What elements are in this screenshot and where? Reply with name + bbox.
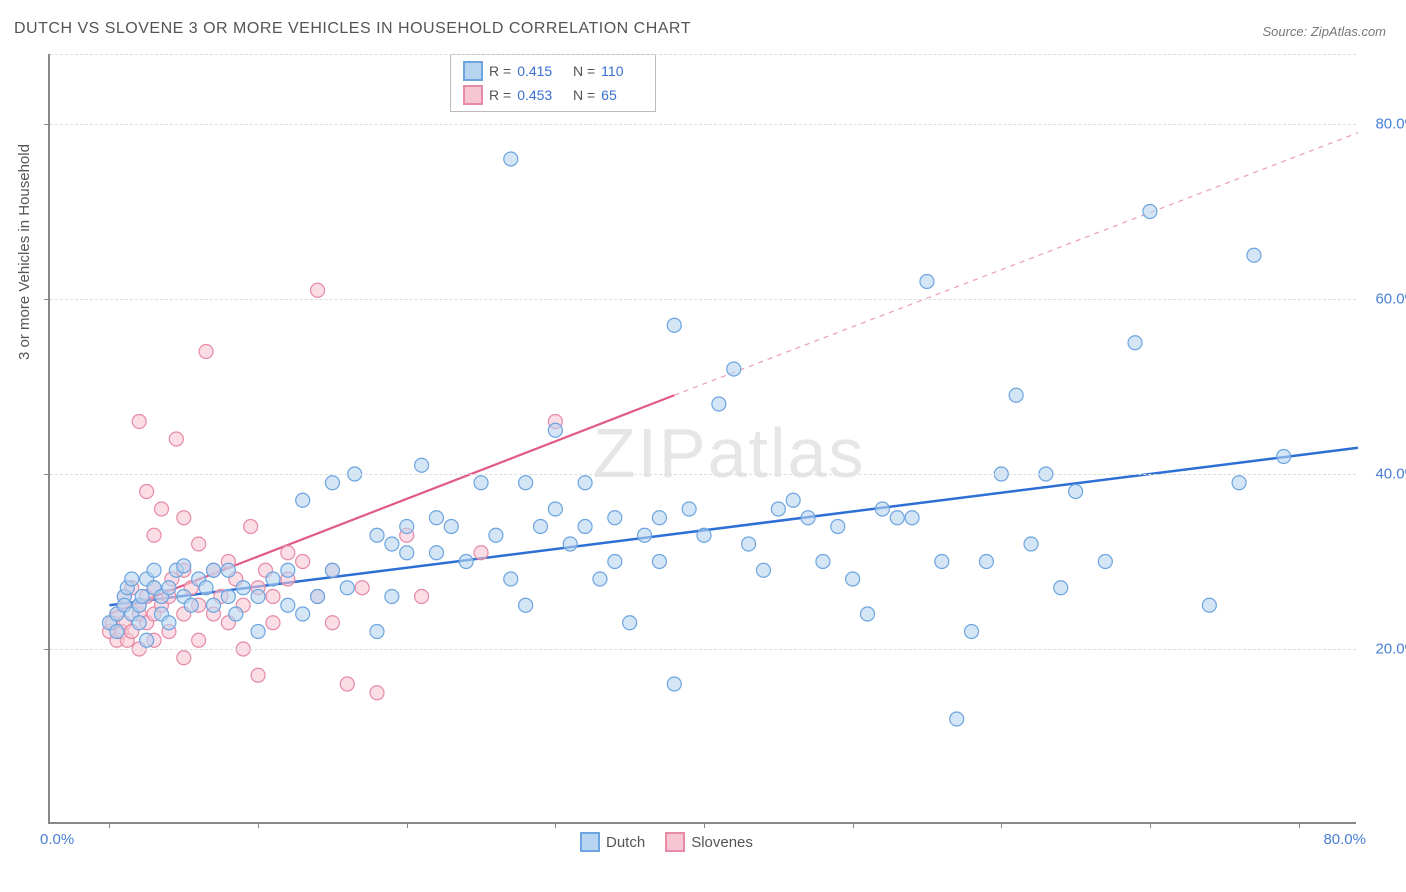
x-axis-max-label: 80.0% [1323,831,1366,848]
x-tick [704,822,705,828]
x-tick [407,822,408,828]
n-value-dutch: 110 [601,63,643,79]
source-attribution: Source: ZipAtlas.com [1262,24,1386,39]
correlation-legend: R = 0.415 N = 110 R = 0.453 N = 65 [450,54,656,112]
chart-title: DUTCH VS SLOVENE 3 OR MORE VEHICLES IN H… [14,20,691,38]
legend-label: Dutch [606,834,645,851]
y-tick-label: 40.0% [1375,466,1406,483]
x-tick [555,822,556,828]
gridline [50,299,1356,300]
legend-label: Slovenes [691,834,753,851]
swatch-pink-icon [463,85,483,105]
chart-plot-area: ZIPatlas R = 0.415 N = 110 R = 0.453 N =… [48,54,1356,824]
scatter-svg [50,54,1356,822]
y-tick-label: 60.0% [1375,291,1406,308]
y-tick [44,649,50,650]
swatch-blue-icon [580,832,600,852]
legend-row-dutch: R = 0.415 N = 110 [463,59,643,83]
x-tick [258,822,259,828]
legend-item-dutch: Dutch [580,832,645,852]
x-tick [1001,822,1002,828]
r-value-dutch: 0.415 [517,63,559,79]
n-label: N = [565,87,595,103]
y-tick [44,124,50,125]
swatch-blue-icon [463,61,483,81]
r-value-slovenes: 0.453 [517,87,559,103]
gridline [50,124,1356,125]
y-tick-label: 20.0% [1375,641,1406,658]
r-label: R = [489,87,511,103]
n-value-slovenes: 65 [601,87,643,103]
legend-row-slovenes: R = 0.453 N = 65 [463,83,643,107]
x-tick [1150,822,1151,828]
y-axis-title: 3 or more Vehicles in Household [16,144,33,360]
r-label: R = [489,63,511,79]
swatch-pink-icon [665,832,685,852]
x-tick [109,822,110,828]
series-legend: Dutch Slovenes [580,832,753,852]
y-tick [44,299,50,300]
x-axis-min-label: 0.0% [40,831,74,848]
x-tick [853,822,854,828]
gridline [50,649,1356,650]
gridline [50,54,1356,55]
n-label: N = [565,63,595,79]
gridline [50,474,1356,475]
y-tick [44,474,50,475]
x-tick [1299,822,1300,828]
y-tick-label: 80.0% [1375,116,1406,133]
legend-item-slovenes: Slovenes [665,832,753,852]
